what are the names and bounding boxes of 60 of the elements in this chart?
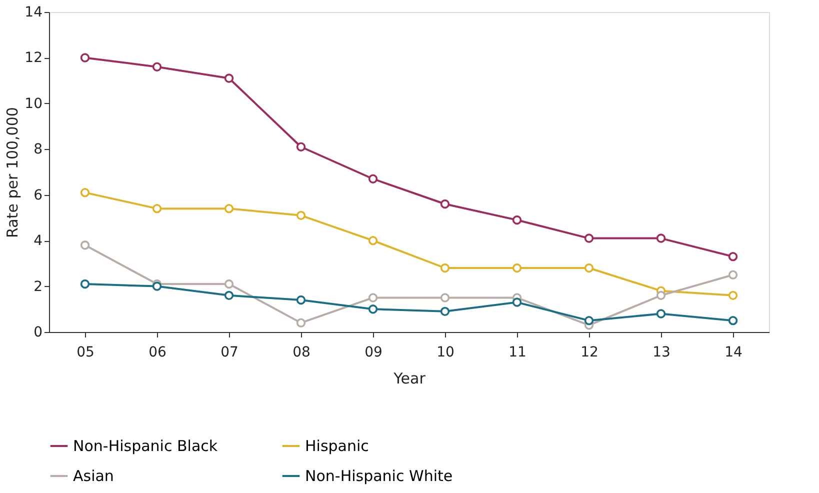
- point: [440, 199, 450, 209]
- y-tick-label: 14: [24, 4, 43, 20]
- point: [368, 293, 378, 302]
- y-tick-label: 10: [24, 96, 42, 112]
- point: [728, 290, 738, 300]
- point: [440, 263, 450, 273]
- point: [656, 290, 666, 300]
- point: [440, 293, 450, 302]
- y-tick-label: 12: [24, 50, 42, 66]
- point: [224, 74, 234, 83]
- point: [224, 290, 234, 300]
- point: [584, 263, 594, 273]
- point: [512, 263, 522, 273]
- legend-label: Non-Hispanic White: [305, 467, 453, 485]
- point: [296, 210, 306, 220]
- y-tick-label: 8: [34, 142, 42, 158]
- y-axis-title: Rate per 100,000: [4, 107, 22, 238]
- point: [368, 304, 378, 314]
- y-tick-label: 4: [34, 233, 43, 250]
- legend-label: Asian: [73, 467, 114, 485]
- point: [152, 62, 162, 72]
- x-tick-label: 09: [364, 344, 382, 360]
- point: [440, 306, 450, 316]
- x-tick-label: 05: [76, 344, 94, 360]
- y-tick-label: 6: [34, 187, 43, 204]
- x-axis-title: Year: [392, 370, 426, 388]
- x-tick-label: 12: [580, 344, 598, 360]
- point: [584, 234, 594, 243]
- point: [80, 279, 90, 289]
- legend-label: Hispanic: [305, 437, 369, 455]
- point: [296, 142, 306, 152]
- legend-label: Non-Hispanic Black: [73, 437, 218, 455]
- x-tick-label: 08: [292, 344, 310, 360]
- point: [80, 53, 90, 62]
- point: [296, 295, 306, 305]
- point: [224, 204, 234, 214]
- point: [512, 298, 522, 307]
- point: [584, 316, 594, 326]
- x-tick-label: 07: [220, 344, 238, 360]
- y-tick-label: 2: [34, 278, 42, 295]
- x-tick-label: 13: [652, 344, 670, 360]
- point: [728, 270, 738, 280]
- point: [152, 282, 162, 291]
- x-tick-label: 11: [508, 344, 526, 360]
- x-tick-label: 14: [724, 344, 742, 360]
- point: [296, 318, 306, 328]
- point: [368, 236, 378, 246]
- point: [80, 240, 90, 250]
- point: [368, 174, 378, 184]
- point: [512, 215, 522, 225]
- point: [152, 204, 162, 214]
- y-tick-label: 0: [34, 324, 42, 340]
- point: [80, 188, 90, 198]
- x-tick-label: 06: [148, 344, 166, 360]
- point: [224, 279, 234, 289]
- point: [656, 234, 666, 243]
- point: [728, 252, 738, 262]
- point: [728, 316, 738, 326]
- point: [656, 309, 666, 318]
- x-tick-label: 10: [436, 344, 454, 360]
